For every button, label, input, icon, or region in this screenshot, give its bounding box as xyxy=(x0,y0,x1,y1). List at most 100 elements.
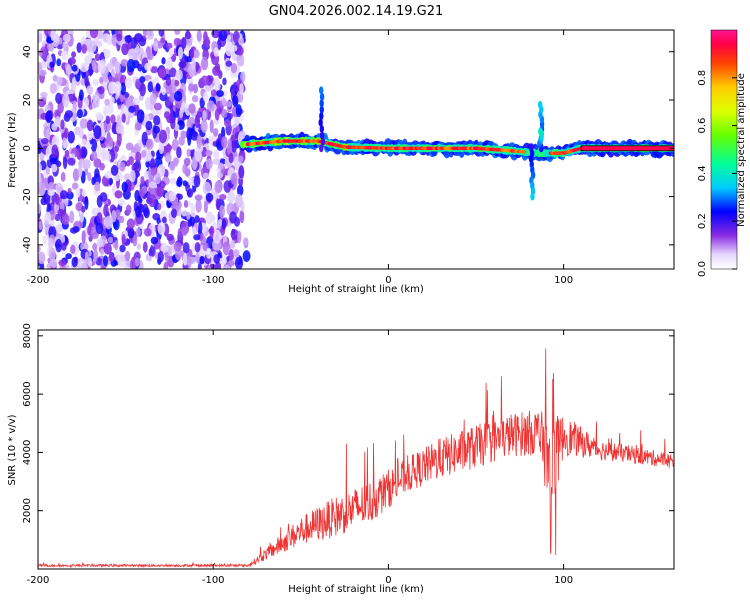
noise-blob xyxy=(104,98,111,106)
burst-streak xyxy=(319,124,325,133)
noise-blob xyxy=(81,44,87,54)
noise-blob xyxy=(70,81,76,94)
noise-blob xyxy=(210,89,217,97)
noise-blob xyxy=(104,215,113,230)
noise-blob xyxy=(44,219,50,234)
noise-blob xyxy=(186,127,193,141)
noise-blob xyxy=(218,193,227,201)
noise-blob xyxy=(123,259,132,269)
noise-blob xyxy=(156,185,165,198)
noise-blob xyxy=(64,110,73,119)
noise-blob xyxy=(194,150,202,162)
noise-blob xyxy=(38,220,43,231)
noise-blob xyxy=(146,30,154,40)
noise-blob xyxy=(71,182,79,190)
colorbar-label: Normalized spectral amplitude xyxy=(736,73,747,227)
burst-streak xyxy=(538,127,543,136)
noise-blob xyxy=(147,81,154,93)
noise-blob xyxy=(228,112,233,120)
noise-blob xyxy=(91,151,98,161)
colorbar-tick-label: 0.4 xyxy=(697,165,708,181)
noise-blob xyxy=(153,40,159,52)
noise-blob xyxy=(186,148,191,158)
noise-blob xyxy=(182,252,188,266)
snr-y-label: SNR (10 * v/v) xyxy=(7,414,18,485)
colorbar-tick-label: 0.0 xyxy=(697,261,708,277)
noise-blob xyxy=(38,245,41,253)
noise-blob xyxy=(49,61,54,68)
noise-blob xyxy=(164,83,173,95)
noise-blob xyxy=(153,102,163,111)
noise-blob xyxy=(196,30,202,42)
noise-blob xyxy=(44,111,52,123)
noise-blob xyxy=(136,243,142,250)
noise-blob xyxy=(155,83,161,92)
noise-blob xyxy=(103,243,112,255)
noise-blob xyxy=(113,81,122,94)
noise-blob xyxy=(129,169,136,183)
burst-streak xyxy=(319,144,324,153)
noise-blob xyxy=(42,235,47,245)
y-tick-label: -40 xyxy=(22,237,33,253)
chart-title: GN04.2026.002.14.19.G21 xyxy=(269,4,444,19)
x-tick-label: 0 xyxy=(385,275,391,286)
noise-blob xyxy=(170,78,176,85)
noise-blob xyxy=(71,51,76,58)
noise-blob xyxy=(94,181,101,192)
noise-blob xyxy=(225,60,233,67)
noise-blob xyxy=(219,205,226,219)
noise-blob xyxy=(99,192,108,202)
noise-blob xyxy=(235,104,242,118)
x-tick-label: -200 xyxy=(27,275,50,286)
noise-blob xyxy=(107,136,114,147)
noise-blob xyxy=(44,211,52,223)
spectrogram-noise-region xyxy=(38,30,251,269)
noise-blob xyxy=(212,158,221,165)
noise-blob xyxy=(130,37,137,49)
noise-blob xyxy=(55,182,64,194)
noise-blob xyxy=(230,229,239,241)
noise-blob xyxy=(190,47,195,60)
burst-streak xyxy=(319,99,324,108)
noise-blob xyxy=(223,119,232,127)
noise-blob xyxy=(142,30,148,37)
noise-blob xyxy=(38,182,46,197)
noise-blob xyxy=(38,162,42,174)
noise-blob xyxy=(178,61,187,69)
noise-blob xyxy=(103,204,109,217)
noise-blob xyxy=(80,62,89,73)
noise-blob xyxy=(205,192,214,203)
noise-blob xyxy=(213,150,220,159)
noise-blob xyxy=(174,30,181,35)
noise-blob xyxy=(84,97,90,108)
noise-blob xyxy=(149,93,157,106)
noise-blob xyxy=(188,83,195,92)
noise-blob xyxy=(82,159,91,170)
noise-blob xyxy=(116,132,122,146)
noise-blob xyxy=(102,255,109,267)
noise-blob xyxy=(58,37,63,45)
noise-blob xyxy=(177,46,184,60)
noise-blob xyxy=(81,190,87,197)
noise-blob xyxy=(76,108,83,119)
signal-stable-line xyxy=(580,145,674,152)
noise-blob xyxy=(237,230,242,244)
noise-blob xyxy=(134,257,141,267)
noise-blob xyxy=(78,89,84,101)
noise-blob xyxy=(92,78,99,87)
noise-blob xyxy=(153,125,161,134)
noise-blob xyxy=(169,177,177,185)
noise-blob xyxy=(173,242,182,252)
noise-blob xyxy=(138,188,146,198)
noise-blob xyxy=(135,151,142,163)
noise-blob xyxy=(198,221,203,235)
noise-blob xyxy=(166,233,174,241)
noise-blob xyxy=(55,238,63,253)
noise-blob xyxy=(107,103,114,115)
noise-blob xyxy=(205,158,213,170)
noise-blob xyxy=(150,66,159,74)
noise-blob xyxy=(124,77,133,89)
noise-blob xyxy=(62,140,69,148)
noise-blob xyxy=(85,56,92,64)
noise-blob xyxy=(221,97,227,106)
